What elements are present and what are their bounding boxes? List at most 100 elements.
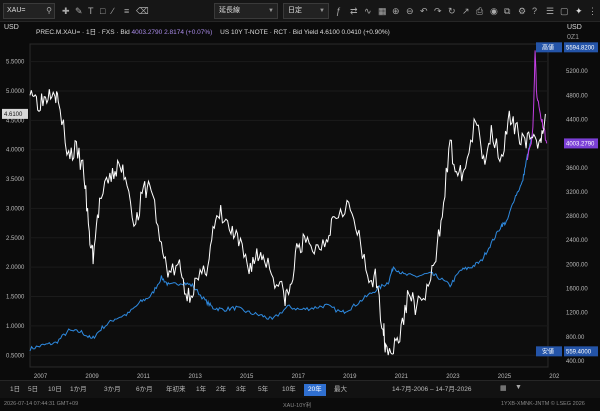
maximize-icon[interactable]: ▢ <box>560 6 569 16</box>
chevron-down-icon[interactable]: ▼ <box>515 384 522 391</box>
left-tick-label: 3.5000 <box>6 177 25 183</box>
range-button-10[interactable]: 5年 <box>258 386 269 393</box>
right-tick-label: 800.00 <box>566 335 585 341</box>
range-button-4[interactable]: 3か月 <box>104 386 121 393</box>
right-tick-label: 2800.00 <box>566 214 588 220</box>
interval-select[interactable]: 日定 ▼ <box>283 3 329 19</box>
share-icon[interactable]: ⧉ <box>504 6 511 16</box>
current-gold-value: 4003.2790 <box>566 141 595 147</box>
x-tick-label: 2009 <box>85 374 99 380</box>
x-tick-label: 2015 <box>240 374 254 380</box>
x-tick-label: 2007 <box>34 374 48 380</box>
range-button-12[interactable]: 20年 <box>304 384 326 396</box>
zoom-in-icon[interactable]: ⊕ <box>392 6 400 16</box>
x-tick-label: 202 <box>549 374 560 380</box>
range-button-11[interactable]: 10年 <box>282 386 296 393</box>
right-tick-label: 400.00 <box>566 359 585 365</box>
high-value-tag <box>564 42 598 53</box>
high-label: 高値 <box>542 43 554 51</box>
left-tick-label: 5.0000 <box>6 89 25 95</box>
right-axis-unit: USD <box>567 24 582 31</box>
chart-style-select[interactable]: 延長線 ▼ <box>214 3 278 19</box>
low-value-tag <box>564 346 598 357</box>
range-button-8[interactable]: 2年 <box>216 386 227 393</box>
print-icon[interactable]: ⎙ <box>476 6 484 16</box>
top-toolbar: XAU= ⚲ ✚ ✎ T □ ∕ ≡ ⌫ 延長線 ▼ 日定 ▼ ƒ ⇄ ∿ ▦ … <box>0 0 600 22</box>
right-tick-label: 2000.00 <box>566 262 588 268</box>
eraser-icon[interactable]: ⌫ <box>136 6 149 16</box>
chevron-down-icon: ▼ <box>319 8 325 14</box>
more-icon[interactable]: ⋮ <box>588 6 597 16</box>
right-tick-label: 4800.00 <box>566 93 588 99</box>
indicator-icon[interactable]: ∿ <box>364 6 372 16</box>
right-tick-label: 3600.00 <box>566 166 588 172</box>
legend-series1-value: 4003.2790 2.8174 (+0.07%) <box>131 29 213 36</box>
left-tick-label: 0.5000 <box>6 353 25 359</box>
high-value: 5594.8200 <box>566 45 595 51</box>
date-range[interactable]: 14-7月-2006 – 14-7月-2026 <box>392 386 472 393</box>
brand-logo-icon: ✦ <box>575 6 583 16</box>
interval-value: 日定 <box>288 7 302 14</box>
chart-legend: PREC.M.XAU= · 1日 · FXS · Bid 4003.2790 2… <box>36 26 390 36</box>
compare-icon[interactable]: ⇄ <box>350 6 358 16</box>
help-icon[interactable]: ? <box>532 6 538 16</box>
range-bar: 1日 5日 10日 1か月 3か月 6か月 年初来 1年 2年 3年 5年 10年 20年 最大 14-7… <box>0 380 600 398</box>
left-axis-unit: USD <box>4 24 19 31</box>
x-tick-label: 2019 <box>343 374 357 380</box>
zoom-out-icon[interactable]: ⊖ <box>406 6 414 16</box>
gold-recent-line[interactable] <box>526 50 548 160</box>
range-button-0[interactable]: 1日 <box>10 386 21 393</box>
shapes-icon[interactable]: □ <box>100 6 106 16</box>
left-tick-label: 5.5000 <box>6 60 25 66</box>
text-icon[interactable]: T <box>88 6 94 16</box>
range-button-13[interactable]: 最大 <box>334 386 347 393</box>
current-yield-tag <box>2 108 28 119</box>
pencil-icon[interactable]: ✎ <box>75 6 83 16</box>
camera-icon[interactable]: ◉ <box>490 6 498 16</box>
gold-price-line[interactable] <box>29 134 533 352</box>
line-tool-icon[interactable]: ∕ <box>112 6 114 16</box>
crosshair-icon[interactable]: ✚ <box>62 6 70 16</box>
ric-search-value: XAU= <box>7 7 26 14</box>
x-tick-label: 2017 <box>292 374 306 380</box>
right-tick-label: 2400.00 <box>566 238 588 244</box>
range-button-5[interactable]: 6か月 <box>136 386 153 393</box>
left-tick-label: 4.0000 <box>6 148 25 154</box>
range-button-1[interactable]: 5日 <box>28 386 39 393</box>
copyright: 1YXB-XMNK-JNTM © LSEG 2026 <box>501 401 585 407</box>
layout-icon[interactable]: ▦ <box>378 6 387 16</box>
low-value: 559.4000 <box>566 349 592 355</box>
range-button-3[interactable]: 1か月 <box>70 386 87 393</box>
chart-id: XAU-10Y利 <box>283 403 312 409</box>
calendar-icon[interactable]: ▦ <box>500 385 507 392</box>
legend-series1-name[interactable]: PREC.M.XAU= · 1日 · FXS · Bid <box>36 29 130 36</box>
price-chart[interactable]: 5.5000 5.0000 4.5000 4.0000 3.5000 3.0000 2.50… <box>0 22 600 380</box>
legend-series2-name[interactable]: US 10Y T-NOTE · RCT · Bid Yield <box>220 29 319 36</box>
range-button-2[interactable]: 10日 <box>48 386 62 393</box>
right-tick-label: 1200.00 <box>566 311 588 317</box>
fx-icon[interactable]: ƒ <box>336 6 342 16</box>
range-button-6[interactable]: 年初来 <box>166 386 186 393</box>
export-icon[interactable]: ↗ <box>462 6 470 16</box>
settings-icon[interactable]: ⚙ <box>518 6 527 16</box>
right-tick-label: 3200.00 <box>566 190 588 196</box>
x-tick-label: 2025 <box>498 374 512 380</box>
x-tick-label: 2023 <box>446 374 460 380</box>
right-axis-sub: 0Z1 <box>567 34 580 41</box>
timestamp: 2026-07-14 07:44:31 GMT+09 <box>4 401 79 407</box>
ric-search-input[interactable]: XAU= ⚲ <box>3 3 55 19</box>
range-button-7[interactable]: 1年 <box>196 386 207 393</box>
right-tick-label: 4400.00 <box>566 117 588 123</box>
yield-line[interactable] <box>29 89 546 356</box>
range-button-9[interactable]: 3年 <box>236 386 247 393</box>
refresh-icon[interactable]: ↻ <box>448 6 456 16</box>
plot-area[interactable] <box>29 43 549 368</box>
x-tick-label: 2011 <box>137 374 151 380</box>
fib-icon[interactable]: ≡ <box>124 6 130 16</box>
redo-icon[interactable]: ↷ <box>434 6 442 16</box>
undo-icon[interactable]: ↶ <box>420 6 428 16</box>
left-tick-label: 2.0000 <box>6 265 25 271</box>
low-label-tag <box>536 346 562 357</box>
search-icon: ⚲ <box>46 6 52 15</box>
menu-icon[interactable]: ☰ <box>546 6 555 16</box>
